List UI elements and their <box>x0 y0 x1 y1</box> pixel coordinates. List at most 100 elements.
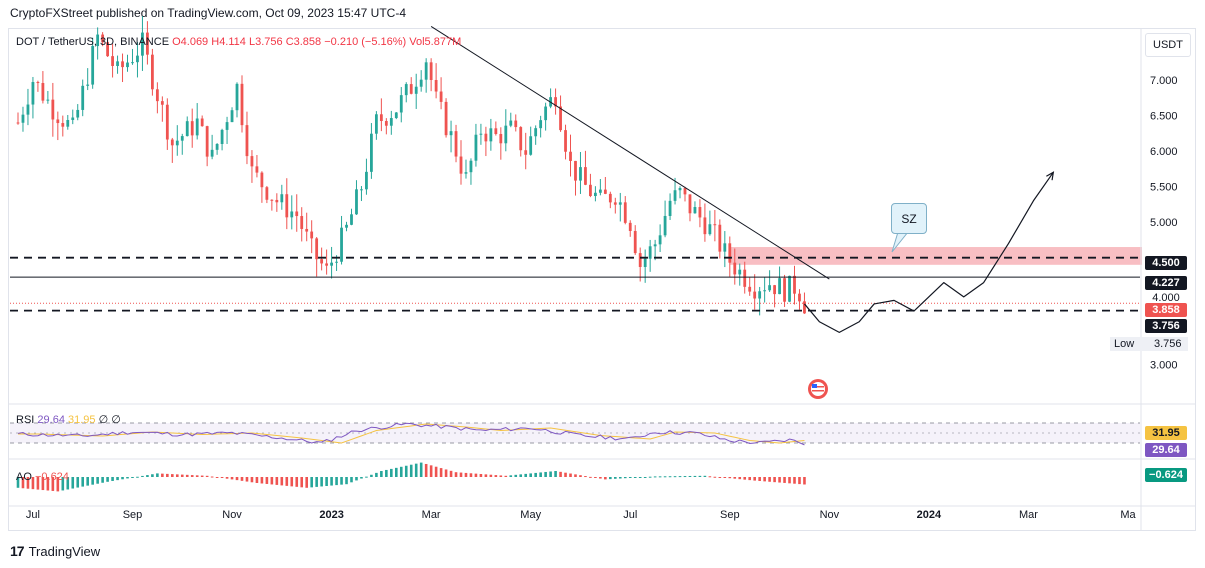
candle-body <box>434 80 438 92</box>
ao-bar <box>290 477 294 487</box>
candle-body <box>429 62 433 81</box>
candle-body <box>205 126 209 157</box>
candle-body <box>21 114 25 123</box>
candle-body <box>683 187 687 195</box>
ao-bar <box>758 477 761 481</box>
candle-body <box>439 91 443 102</box>
legend-volume: Vol5.877M <box>409 36 462 48</box>
ao-bar <box>360 477 363 479</box>
ao-bar <box>514 474 518 477</box>
ao-value-tag: −0.624 <box>1145 468 1187 482</box>
ao-bar <box>190 475 194 477</box>
candle-body <box>56 119 60 124</box>
ao-bar <box>628 477 632 478</box>
candle-body <box>788 275 791 302</box>
candle-body <box>310 231 314 239</box>
publisher-line: CryptoFXStreet published on TradingView.… <box>10 6 406 20</box>
ao-bar <box>250 477 254 483</box>
candle-body <box>185 121 189 137</box>
ao-bar <box>509 475 513 477</box>
candle-body <box>763 290 767 292</box>
candle-body <box>345 224 348 228</box>
candle-body <box>524 150 528 155</box>
ao-bar <box>404 465 408 477</box>
footer-brand[interactable]: 17 TradingView <box>10 543 100 559</box>
candle-body <box>86 84 90 86</box>
x-tick-label: Nov <box>820 509 840 521</box>
currency-button[interactable]: USDT <box>1145 33 1191 57</box>
candle-body <box>574 160 577 181</box>
ao-bar <box>380 471 383 477</box>
candle-body <box>559 106 562 131</box>
ao-legend: AO −0.624 <box>16 471 69 483</box>
supply-zone-annotation[interactable]: SZ <box>891 203 927 234</box>
ao-bar <box>733 477 737 479</box>
rsi-label[interactable]: RSI <box>16 414 35 426</box>
ao-bar <box>41 477 45 491</box>
ao-bar <box>21 477 25 489</box>
candle-body <box>106 42 109 57</box>
candle-body <box>713 224 717 226</box>
event-flag-canton <box>812 384 817 388</box>
ao-bar <box>205 475 209 477</box>
candle-body <box>275 199 279 203</box>
ao-bar <box>185 474 189 477</box>
symbol-name[interactable]: DOT / TetherUS, 3D, BINANCE <box>16 36 170 48</box>
ao-label[interactable]: AO <box>16 471 32 483</box>
ao-bar <box>295 477 299 487</box>
ao-bar <box>728 477 732 479</box>
ao-bar <box>61 477 65 491</box>
candle-body <box>663 215 667 236</box>
ao-bar <box>51 477 55 491</box>
ao-bar <box>609 477 612 480</box>
ao-bar <box>230 477 234 480</box>
ao-bar <box>479 474 483 477</box>
ao-bar <box>265 477 269 484</box>
candle-body <box>658 235 662 245</box>
candle-body <box>454 131 458 157</box>
candle-body <box>544 106 548 121</box>
candle-body <box>150 54 154 90</box>
ao-bar <box>335 477 338 486</box>
ao-bar <box>121 477 124 480</box>
candle-body <box>374 114 378 134</box>
candle-body <box>225 122 229 130</box>
ao-bar <box>141 475 144 477</box>
candle-body <box>315 238 319 260</box>
y-tick-label: 6.000 <box>1150 146 1178 158</box>
ao-bar <box>116 477 119 481</box>
y-tick-label: 5.500 <box>1150 182 1178 194</box>
candle-body <box>638 253 642 267</box>
candle-body <box>703 217 707 235</box>
ao-bar <box>394 467 398 477</box>
ao-bar <box>375 472 378 477</box>
rsi-legend: RSI 29.64 31.95 ∅ ∅ <box>16 413 121 426</box>
ao-bar <box>111 477 114 481</box>
ao-bar <box>763 477 766 482</box>
ao-bar <box>614 477 617 479</box>
ao-bar <box>489 474 493 477</box>
candle-body <box>484 133 488 142</box>
ao-bar <box>783 477 786 483</box>
candle-body <box>51 99 55 120</box>
y-tick-label: 7.000 <box>1150 75 1178 87</box>
legend-change: −0.210 (−5.16%) <box>324 36 407 48</box>
candle-body <box>409 84 413 94</box>
candle-body <box>131 62 134 64</box>
candle-body <box>693 207 697 214</box>
candle-body <box>146 32 149 55</box>
ao-bar <box>414 463 418 477</box>
candle-body <box>360 189 363 191</box>
candle-body <box>121 61 124 68</box>
ao-bar <box>71 477 75 489</box>
candle-body <box>384 121 388 126</box>
candle-body <box>195 118 199 136</box>
rsi-value-tag: 29.64 <box>1145 443 1187 457</box>
ao-bar <box>499 475 503 477</box>
candle-body <box>41 83 45 101</box>
ao-bar <box>180 474 184 477</box>
rsi-line <box>17 422 805 446</box>
ao-bar <box>195 475 199 477</box>
candle-body <box>46 99 50 101</box>
